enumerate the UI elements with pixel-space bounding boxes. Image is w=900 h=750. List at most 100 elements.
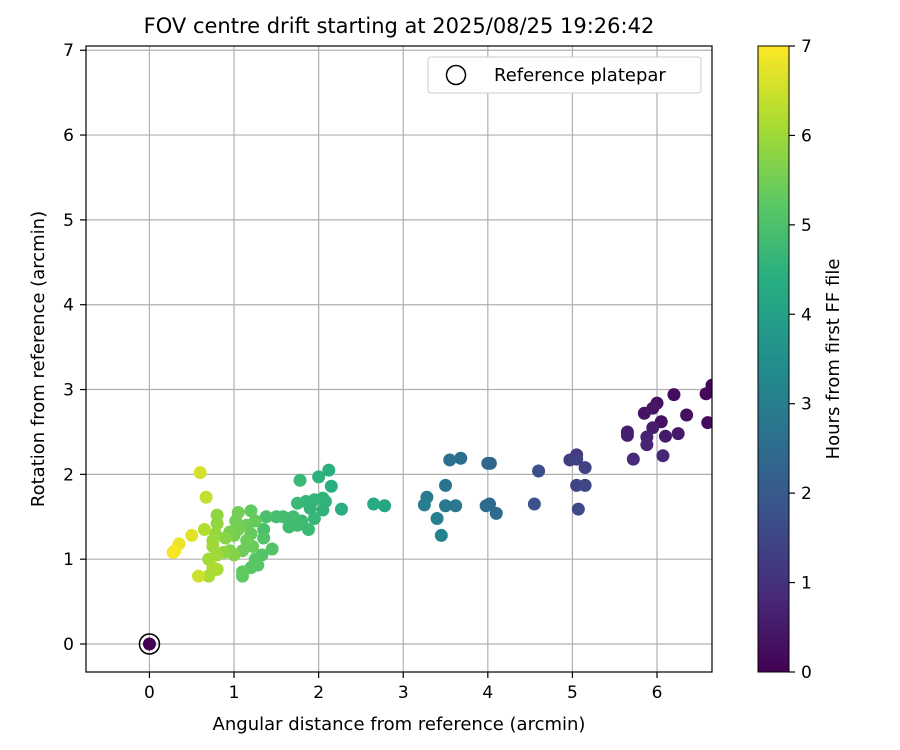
data-point	[307, 511, 321, 525]
data-point	[454, 451, 468, 465]
colorbar-tick-label: 5	[801, 216, 812, 236]
data-point	[185, 528, 199, 542]
data-point	[322, 463, 336, 477]
data-point	[479, 499, 493, 513]
data-point	[378, 499, 392, 513]
data-point	[656, 449, 670, 463]
colorbar: 0 1 2 3 4 5 6 7 Hours from first FF file	[757, 37, 844, 683]
colorbar-tick-label: 7	[801, 37, 812, 57]
data-point	[667, 388, 681, 402]
y-tick-label: 5	[63, 211, 74, 231]
data-point	[620, 428, 634, 442]
x-axis-label: Angular distance from reference (arcmin)	[213, 714, 586, 735]
data-point	[282, 520, 296, 534]
reference-platepar-marker	[138, 633, 161, 655]
data-point	[532, 464, 546, 478]
colorbar-tick-label: 1	[801, 574, 812, 594]
data-point	[192, 569, 206, 583]
data-point	[301, 522, 315, 536]
data-point	[199, 490, 213, 504]
x-axis-ticks: 0 1 2 3 4 5 6	[144, 672, 662, 703]
data-point	[658, 429, 672, 443]
data-point	[166, 545, 180, 559]
data-point	[367, 497, 381, 511]
x-tick-label: 1	[229, 683, 240, 703]
data-point	[439, 499, 453, 513]
legend: Reference platepar	[427, 56, 702, 94]
data-point	[640, 438, 654, 452]
colorbar-tick-label: 4	[801, 305, 812, 325]
y-axis-ticks: 0 1 2 3 4 5 6 7	[63, 41, 86, 655]
legend-box	[427, 56, 702, 94]
data-point	[481, 456, 495, 470]
x-tick-label: 6	[652, 683, 663, 703]
data-point	[193, 466, 207, 480]
colorbar-tick-label: 3	[801, 395, 812, 415]
y-tick-label: 2	[63, 465, 74, 485]
colorbar-tick-label: 6	[801, 126, 812, 146]
data-point	[578, 461, 592, 475]
data-point	[701, 416, 712, 430]
data-point	[571, 502, 585, 516]
colorbar-gradient	[757, 45, 790, 673]
grid-lines	[86, 46, 712, 672]
data-point	[324, 479, 338, 493]
data-point	[434, 528, 448, 542]
colorbar-ticks: 0 1 2 3 4 5 6 7	[789, 37, 812, 683]
scatter-points	[138, 378, 712, 655]
data-point	[527, 497, 541, 511]
data-point	[578, 478, 592, 492]
data-point	[334, 502, 348, 516]
colorbar-tick-label: 0	[801, 663, 812, 683]
x-tick-label: 0	[144, 683, 155, 703]
y-axis-label: Rotation from reference (arcmin)	[28, 211, 49, 507]
y-tick-label: 1	[63, 550, 74, 570]
data-point	[290, 496, 304, 510]
y-tick-label: 6	[63, 126, 74, 146]
y-tick-label: 7	[63, 41, 74, 61]
y-tick-label: 0	[63, 635, 74, 655]
data-point	[227, 548, 241, 562]
data-point	[269, 510, 283, 524]
colorbar-tick-label: 2	[801, 484, 812, 504]
data-point	[626, 452, 640, 466]
x-tick-label: 4	[482, 683, 493, 703]
data-point	[646, 421, 660, 435]
data-point	[286, 510, 300, 524]
data-point	[312, 470, 326, 484]
data-point	[236, 565, 249, 579]
data-point	[489, 506, 503, 520]
data-point	[240, 534, 254, 548]
chart-title: FOV centre drift starting at 2025/08/25 …	[144, 14, 655, 38]
data-point	[699, 387, 712, 401]
legend-label: Reference platepar	[494, 65, 666, 86]
data-point	[443, 453, 457, 467]
data-point	[671, 427, 685, 441]
x-tick-label: 3	[398, 683, 409, 703]
data-point	[206, 561, 220, 575]
plot-frame	[85, 45, 713, 673]
data-point	[316, 503, 330, 517]
data-point	[646, 401, 660, 415]
data-point	[197, 522, 211, 536]
data-point	[570, 452, 584, 466]
y-tick-label: 4	[63, 296, 74, 316]
data-point	[219, 531, 233, 545]
data-point	[430, 511, 444, 525]
x-tick-label: 2	[313, 683, 324, 703]
data-point	[257, 531, 271, 545]
data-point	[293, 473, 307, 487]
data-point	[142, 637, 156, 651]
legend-marker	[445, 64, 467, 86]
data-point	[417, 498, 431, 512]
data-point	[449, 499, 463, 513]
data-point	[439, 478, 453, 492]
data-point	[259, 510, 273, 524]
x-tick-label: 5	[567, 683, 578, 703]
y-tick-label: 3	[63, 381, 74, 401]
data-point	[244, 504, 258, 518]
colorbar-label: Hours from first FF file	[823, 259, 844, 460]
data-point	[248, 552, 262, 566]
data-point	[265, 542, 279, 556]
